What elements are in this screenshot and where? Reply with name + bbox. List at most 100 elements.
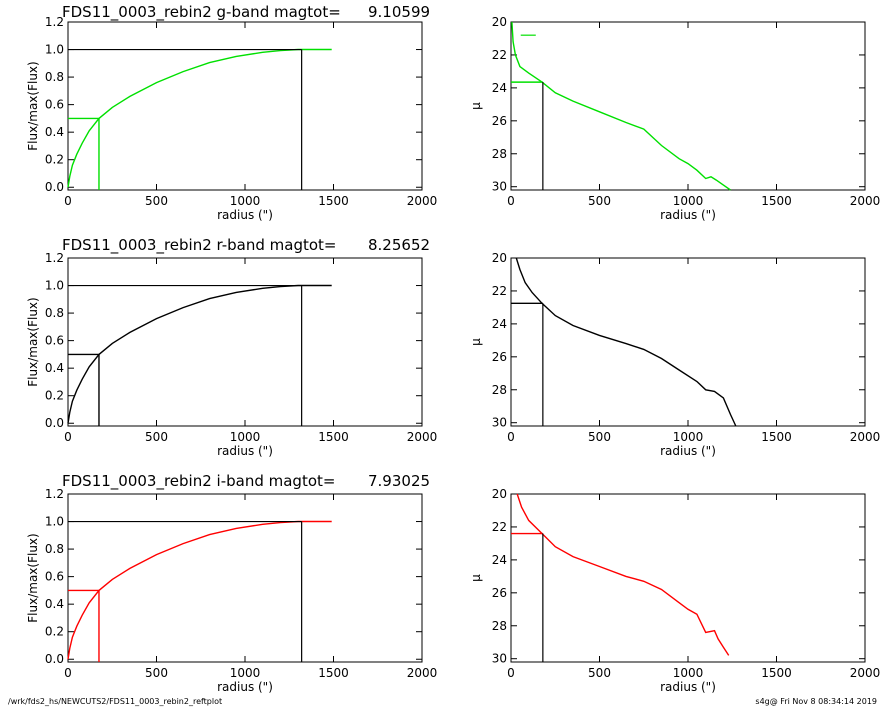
x-tick-label: 1000 bbox=[673, 666, 704, 680]
x-tick-label: 1500 bbox=[318, 666, 349, 680]
x-axis-label: radius (") bbox=[660, 208, 716, 222]
y-tick-label: 30 bbox=[492, 652, 507, 666]
y-tick-label: 0.0 bbox=[45, 416, 64, 430]
x-axis-label: radius (") bbox=[217, 208, 273, 222]
series-line bbox=[516, 493, 730, 656]
y-axis-label: Flux/max(Flux) bbox=[26, 61, 40, 150]
magtot-value: 8.25652 bbox=[368, 236, 430, 254]
series-line bbox=[67, 48, 332, 188]
x-tick-label: 1500 bbox=[318, 430, 349, 444]
x-tick-label: 2000 bbox=[407, 194, 438, 208]
panel-growth-i: FDS11_0003_rebin2 i-band magtot= 7.93025 bbox=[62, 472, 430, 491]
y-axis-label: μ bbox=[469, 574, 483, 582]
x-tick-label: 1500 bbox=[761, 666, 792, 680]
x-tick-label: 0 bbox=[64, 194, 72, 208]
y-tick-label: 0.6 bbox=[45, 570, 64, 584]
y-tick-label: 24 bbox=[492, 553, 507, 567]
x-tick-label: 1500 bbox=[761, 194, 792, 208]
footer-path: /wrk/fds2_hs/NEWCUTS2/FDS11_0003_rebin2_… bbox=[8, 697, 222, 706]
y-tick-label: 0.8 bbox=[45, 542, 64, 556]
x-tick-label: 0 bbox=[507, 666, 515, 680]
chart-profile-i: 0 500 1000 1500 2000 20 22 24 26 28 30 radius (") μ bbox=[469, 487, 880, 694]
y-tick-label: 0.2 bbox=[45, 625, 64, 639]
x-tick-label: 1000 bbox=[673, 194, 704, 208]
chart-title: FDS11_0003_rebin2 i-band magtot= bbox=[62, 472, 335, 491]
chart-title: FDS11_0003_rebin2 r-band magtot= bbox=[62, 236, 337, 255]
y-tick-label: 26 bbox=[492, 350, 507, 364]
x-axis-label: radius (") bbox=[660, 444, 716, 458]
magtot-value: 7.93025 bbox=[368, 472, 430, 490]
x-tick-label: 0 bbox=[64, 666, 72, 680]
panel-growth-g: FDS11_0003_rebin2 g-band magtot= 9.10599 bbox=[62, 3, 430, 22]
magtot-value: 9.10599 bbox=[368, 3, 430, 21]
chart-growth-i: 0 500 1000 1500 2000 0.0 0.2 0.4 0.6 0.8 1.0 1.2 rad… bbox=[26, 487, 437, 694]
footer-stamp: s4g@ Fri Nov 8 08:34:14 2019 bbox=[755, 697, 877, 706]
x-tick-label: 500 bbox=[588, 666, 611, 680]
chart-growth-g: 0 500 1000 1500 2000 0.0 0.2 0.4 0.6 0.8 1.0 1.2 rad… bbox=[26, 15, 437, 222]
y-tick-label: 0.2 bbox=[45, 389, 64, 403]
x-tick-label: 1500 bbox=[318, 194, 349, 208]
y-tick-label: 20 bbox=[492, 15, 507, 29]
y-tick-label: 1.2 bbox=[45, 251, 64, 265]
x-tick-label: 1000 bbox=[230, 194, 261, 208]
series-line bbox=[67, 284, 332, 424]
y-tick-label: 0.4 bbox=[45, 125, 64, 139]
y-tick-label: 0.6 bbox=[45, 334, 64, 348]
y-tick-label: 28 bbox=[492, 383, 507, 397]
y-tick-label: 0.8 bbox=[45, 306, 64, 320]
y-tick-label: 0.8 bbox=[45, 70, 64, 84]
x-axis-label: radius (") bbox=[217, 680, 273, 694]
chart-profile-g: 0 500 1000 1500 2000 20 22 24 26 28 30 radius (") μ bbox=[469, 15, 880, 222]
y-tick-label: 1.0 bbox=[45, 515, 64, 529]
y-tick-label: 0.2 bbox=[45, 153, 64, 167]
x-tick-label: 1000 bbox=[673, 430, 704, 444]
y-axis-label: Flux/max(Flux) bbox=[26, 533, 40, 622]
y-tick-label: 26 bbox=[492, 114, 507, 128]
y-tick-label: 1.2 bbox=[45, 15, 64, 29]
chart-profile-r: 0 500 1000 1500 2000 20 22 24 26 28 30 radius (") μ bbox=[469, 251, 880, 458]
y-tick-label: 1.0 bbox=[45, 279, 64, 293]
x-tick-label: 1500 bbox=[761, 430, 792, 444]
x-tick-label: 2000 bbox=[407, 666, 438, 680]
chart-growth-r: 0 500 1000 1500 2000 0.0 0.2 0.4 0.6 0.8 1.0 1.2 rad… bbox=[26, 251, 437, 458]
x-tick-label: 0 bbox=[64, 430, 72, 444]
x-axis-label: radius (") bbox=[660, 680, 716, 694]
series-line bbox=[515, 257, 737, 427]
chart-title: FDS11_0003_rebin2 g-band magtot= bbox=[62, 3, 341, 22]
y-tick-label: 1.2 bbox=[45, 487, 64, 501]
y-tick-label: 22 bbox=[492, 520, 507, 534]
series-line bbox=[67, 520, 332, 660]
y-tick-label: 0.4 bbox=[45, 597, 64, 611]
y-tick-label: 0.4 bbox=[45, 361, 64, 375]
y-tick-label: 20 bbox=[492, 487, 507, 501]
y-tick-label: 28 bbox=[492, 619, 507, 633]
x-tick-label: 2000 bbox=[850, 194, 881, 208]
y-tick-label: 26 bbox=[492, 586, 507, 600]
x-tick-label: 1000 bbox=[230, 666, 261, 680]
x-tick-label: 2000 bbox=[407, 430, 438, 444]
y-tick-label: 0.0 bbox=[45, 180, 64, 194]
y-tick-label: 28 bbox=[492, 147, 507, 161]
x-tick-label: 500 bbox=[145, 430, 168, 444]
chart-panels: 0 500 1000 1500 20000.00.20.40.60.81.01.2rad… bbox=[26, 15, 880, 694]
y-tick-label: 24 bbox=[492, 81, 507, 95]
x-tick-label: 2000 bbox=[850, 666, 881, 680]
x-tick-label: 0 bbox=[507, 430, 515, 444]
y-tick-label: 0.0 bbox=[45, 652, 64, 666]
x-tick-label: 2000 bbox=[850, 430, 881, 444]
x-axis-label: radius (") bbox=[217, 444, 273, 458]
y-tick-label: 22 bbox=[492, 48, 507, 62]
x-tick-label: 1000 bbox=[230, 430, 261, 444]
y-tick-label: 30 bbox=[492, 180, 507, 194]
x-tick-label: 0 bbox=[507, 194, 515, 208]
y-tick-label: 22 bbox=[492, 284, 507, 298]
y-tick-label: 1.0 bbox=[45, 43, 64, 57]
y-tick-label: 24 bbox=[492, 317, 507, 331]
x-tick-label: 500 bbox=[588, 194, 611, 208]
x-tick-label: 500 bbox=[145, 666, 168, 680]
y-tick-label: 20 bbox=[492, 251, 507, 265]
x-tick-label: 500 bbox=[145, 194, 168, 208]
y-axis-label: μ bbox=[469, 338, 483, 346]
y-axis-label: Flux/max(Flux) bbox=[26, 297, 40, 386]
y-tick-label: 0.6 bbox=[45, 98, 64, 112]
